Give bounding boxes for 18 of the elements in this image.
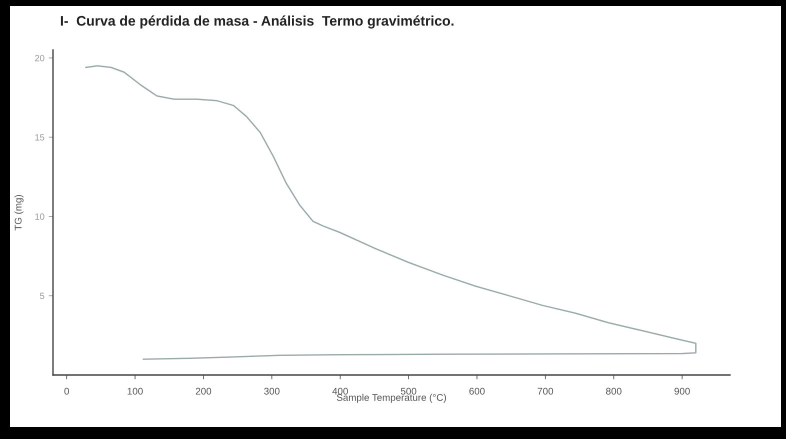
line-series	[85, 65, 697, 360]
y-tick-label: 20	[35, 54, 44, 62]
chart-title: I- Curva de pérdida de masa - Análisis Termo gravimétrico.	[60, 15, 454, 29]
y-tick-label: 10	[35, 213, 44, 220]
x-tick-label: 800	[606, 388, 622, 395]
x-tick-label: 100	[128, 388, 143, 395]
x-tick-label: 900	[674, 388, 690, 395]
x-tick-label: 300	[264, 388, 280, 395]
y-tick-label: 15	[35, 134, 44, 141]
x-tick-label: 200	[196, 388, 212, 395]
y-tick-label: 5	[40, 292, 44, 300]
x-axis-title: Sample Temperature (°C)	[336, 394, 446, 403]
x-tick-label: 700	[538, 388, 554, 395]
x-tick-label: 400	[332, 388, 348, 395]
x-tick-label: 0	[64, 388, 69, 395]
y-axis-title: TG (mg)	[14, 195, 24, 230]
x-tick-label: 500	[400, 388, 416, 395]
x-tick-label: 600	[469, 388, 485, 395]
